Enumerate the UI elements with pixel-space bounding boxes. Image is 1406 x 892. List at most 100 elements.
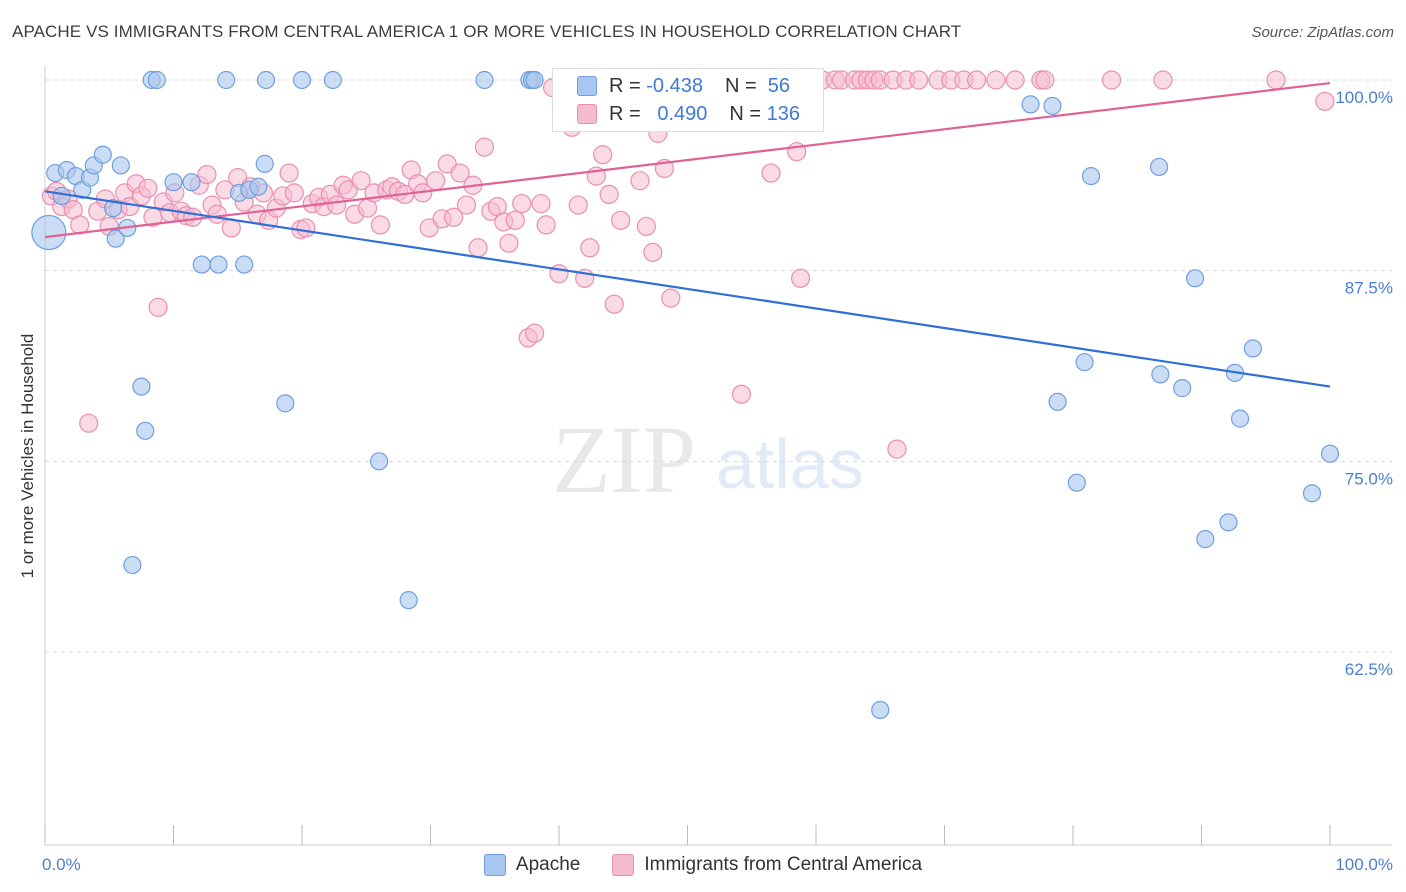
apache-point: [475, 70, 494, 90]
apache-point: [164, 173, 183, 192]
immigrants-point: [531, 193, 551, 214]
apache-point: [136, 421, 155, 440]
immigrants-trend-line: [44, 81, 1331, 239]
watermark-zip: ZIP: [552, 406, 696, 513]
apache-point: [31, 214, 67, 251]
immigrants-point: [444, 207, 464, 227]
apache-point: [182, 173, 201, 192]
immigrants-point: [456, 195, 477, 215]
apache-legend-label: Apache: [515, 854, 581, 875]
apache-point: [1021, 95, 1040, 114]
immigrants-point: [593, 145, 613, 165]
apache-point: [147, 70, 166, 90]
immigrants-point: [967, 70, 987, 90]
immigrants-point: [468, 238, 488, 258]
apache-point: [1320, 444, 1340, 463]
immigrants-point: [327, 195, 347, 215]
y-tick-label: 87.5%: [1345, 279, 1393, 298]
immigrants-point: [611, 210, 631, 230]
immigrants-point: [761, 163, 781, 183]
immigrants-point: [661, 288, 681, 308]
apache-r-label: R =: [609, 74, 641, 97]
apache-point: [93, 145, 112, 164]
apache-point: [1219, 513, 1238, 532]
immigrants-point: [1005, 70, 1025, 90]
apache-point: [1075, 353, 1094, 372]
immigrants-point: [138, 178, 158, 198]
immigrants-point: [1266, 70, 1286, 90]
immigrants-point: [630, 171, 650, 191]
apache-point: [525, 70, 544, 90]
immigrants-point: [351, 171, 371, 191]
apache-point: [256, 70, 276, 90]
immigrants-point: [580, 238, 600, 258]
y-tick-label: 75.0%: [1345, 469, 1393, 488]
apache-legend-swatch: [483, 854, 506, 876]
apache-point: [111, 156, 130, 175]
immigrants-n-label: N =: [729, 102, 762, 125]
legend-item-apache[interactable]: Apache: [483, 854, 581, 876]
immigrants-point: [536, 215, 556, 235]
apache-point: [235, 255, 254, 274]
immigrants-point: [450, 163, 470, 183]
immigrants-point: [183, 207, 203, 227]
immigrants-point: [1101, 70, 1122, 90]
apache-points: [31, 70, 1340, 720]
apache-n-value: 56: [767, 74, 791, 97]
apache-point: [123, 555, 142, 575]
immigrants-point: [296, 218, 316, 238]
immigrants-point: [505, 210, 525, 230]
apache-point: [1302, 484, 1322, 503]
apache-point: [1196, 530, 1215, 549]
immigrants-point: [1153, 70, 1173, 90]
source-label: Source: ZipAtlas.com: [1251, 24, 1394, 41]
apache-point: [1149, 157, 1169, 177]
apache-point: [1243, 339, 1263, 358]
apache-point: [871, 700, 890, 720]
x-tick-label-max: 100.0%: [1335, 855, 1393, 874]
legend-item-immigrants[interactable]: Immigrants from Central America: [612, 854, 922, 876]
immigrants-n-value: 136: [766, 102, 801, 125]
apache-point: [255, 154, 274, 173]
immigrants-point: [474, 137, 495, 157]
apache-trend-line: [44, 190, 1331, 388]
immigrants-point: [909, 70, 929, 90]
immigrants-point: [604, 294, 624, 314]
immigrants-legend-swatch: [612, 854, 635, 876]
apache-point: [1173, 379, 1192, 398]
apache-point: [249, 177, 268, 196]
immigrants-point: [499, 233, 519, 253]
apache-point: [1230, 409, 1250, 428]
immigrants-point: [887, 439, 907, 459]
immigrants-point: [790, 268, 811, 288]
apache-point: [192, 255, 211, 274]
chart-title: APACHE VS IMMIGRANTS FROM CENTRAL AMERIC…: [12, 22, 962, 41]
immigrants-r-label: R =: [609, 102, 641, 125]
apache-point: [399, 591, 418, 610]
immigrants-point: [986, 70, 1006, 90]
immigrants-point: [599, 184, 619, 204]
apache-r-value: -0.438: [646, 74, 703, 97]
immigrants-point: [512, 193, 532, 214]
immigrants-point: [426, 171, 446, 191]
apache-point: [209, 255, 228, 274]
correlation-legend: R = -0.438 N = 56 R = 0.490 N = 136: [552, 68, 824, 132]
apache-point: [1043, 96, 1062, 116]
immigrants-point: [636, 216, 656, 237]
immigrants-point: [148, 297, 168, 317]
y-tick-label: 62.5%: [1345, 660, 1393, 679]
trend-lines: [44, 81, 1331, 388]
legend-row-immigrants: R = 0.490 N = 136: [577, 101, 800, 127]
immigrants-point: [284, 183, 304, 203]
axes: [44, 66, 1392, 846]
apache-n-label: N =: [724, 74, 757, 97]
apache-point: [370, 452, 389, 471]
immigrants-point: [279, 163, 299, 183]
apache-point: [1067, 473, 1086, 492]
series-legend: Apache Immigrants from Central America: [0, 852, 1406, 878]
immigrants-legend-label: Immigrants from Central America: [644, 854, 923, 875]
apache-swatch: [577, 76, 597, 96]
watermark: ZIP atlas: [552, 406, 864, 513]
immigrants-point: [370, 215, 390, 235]
